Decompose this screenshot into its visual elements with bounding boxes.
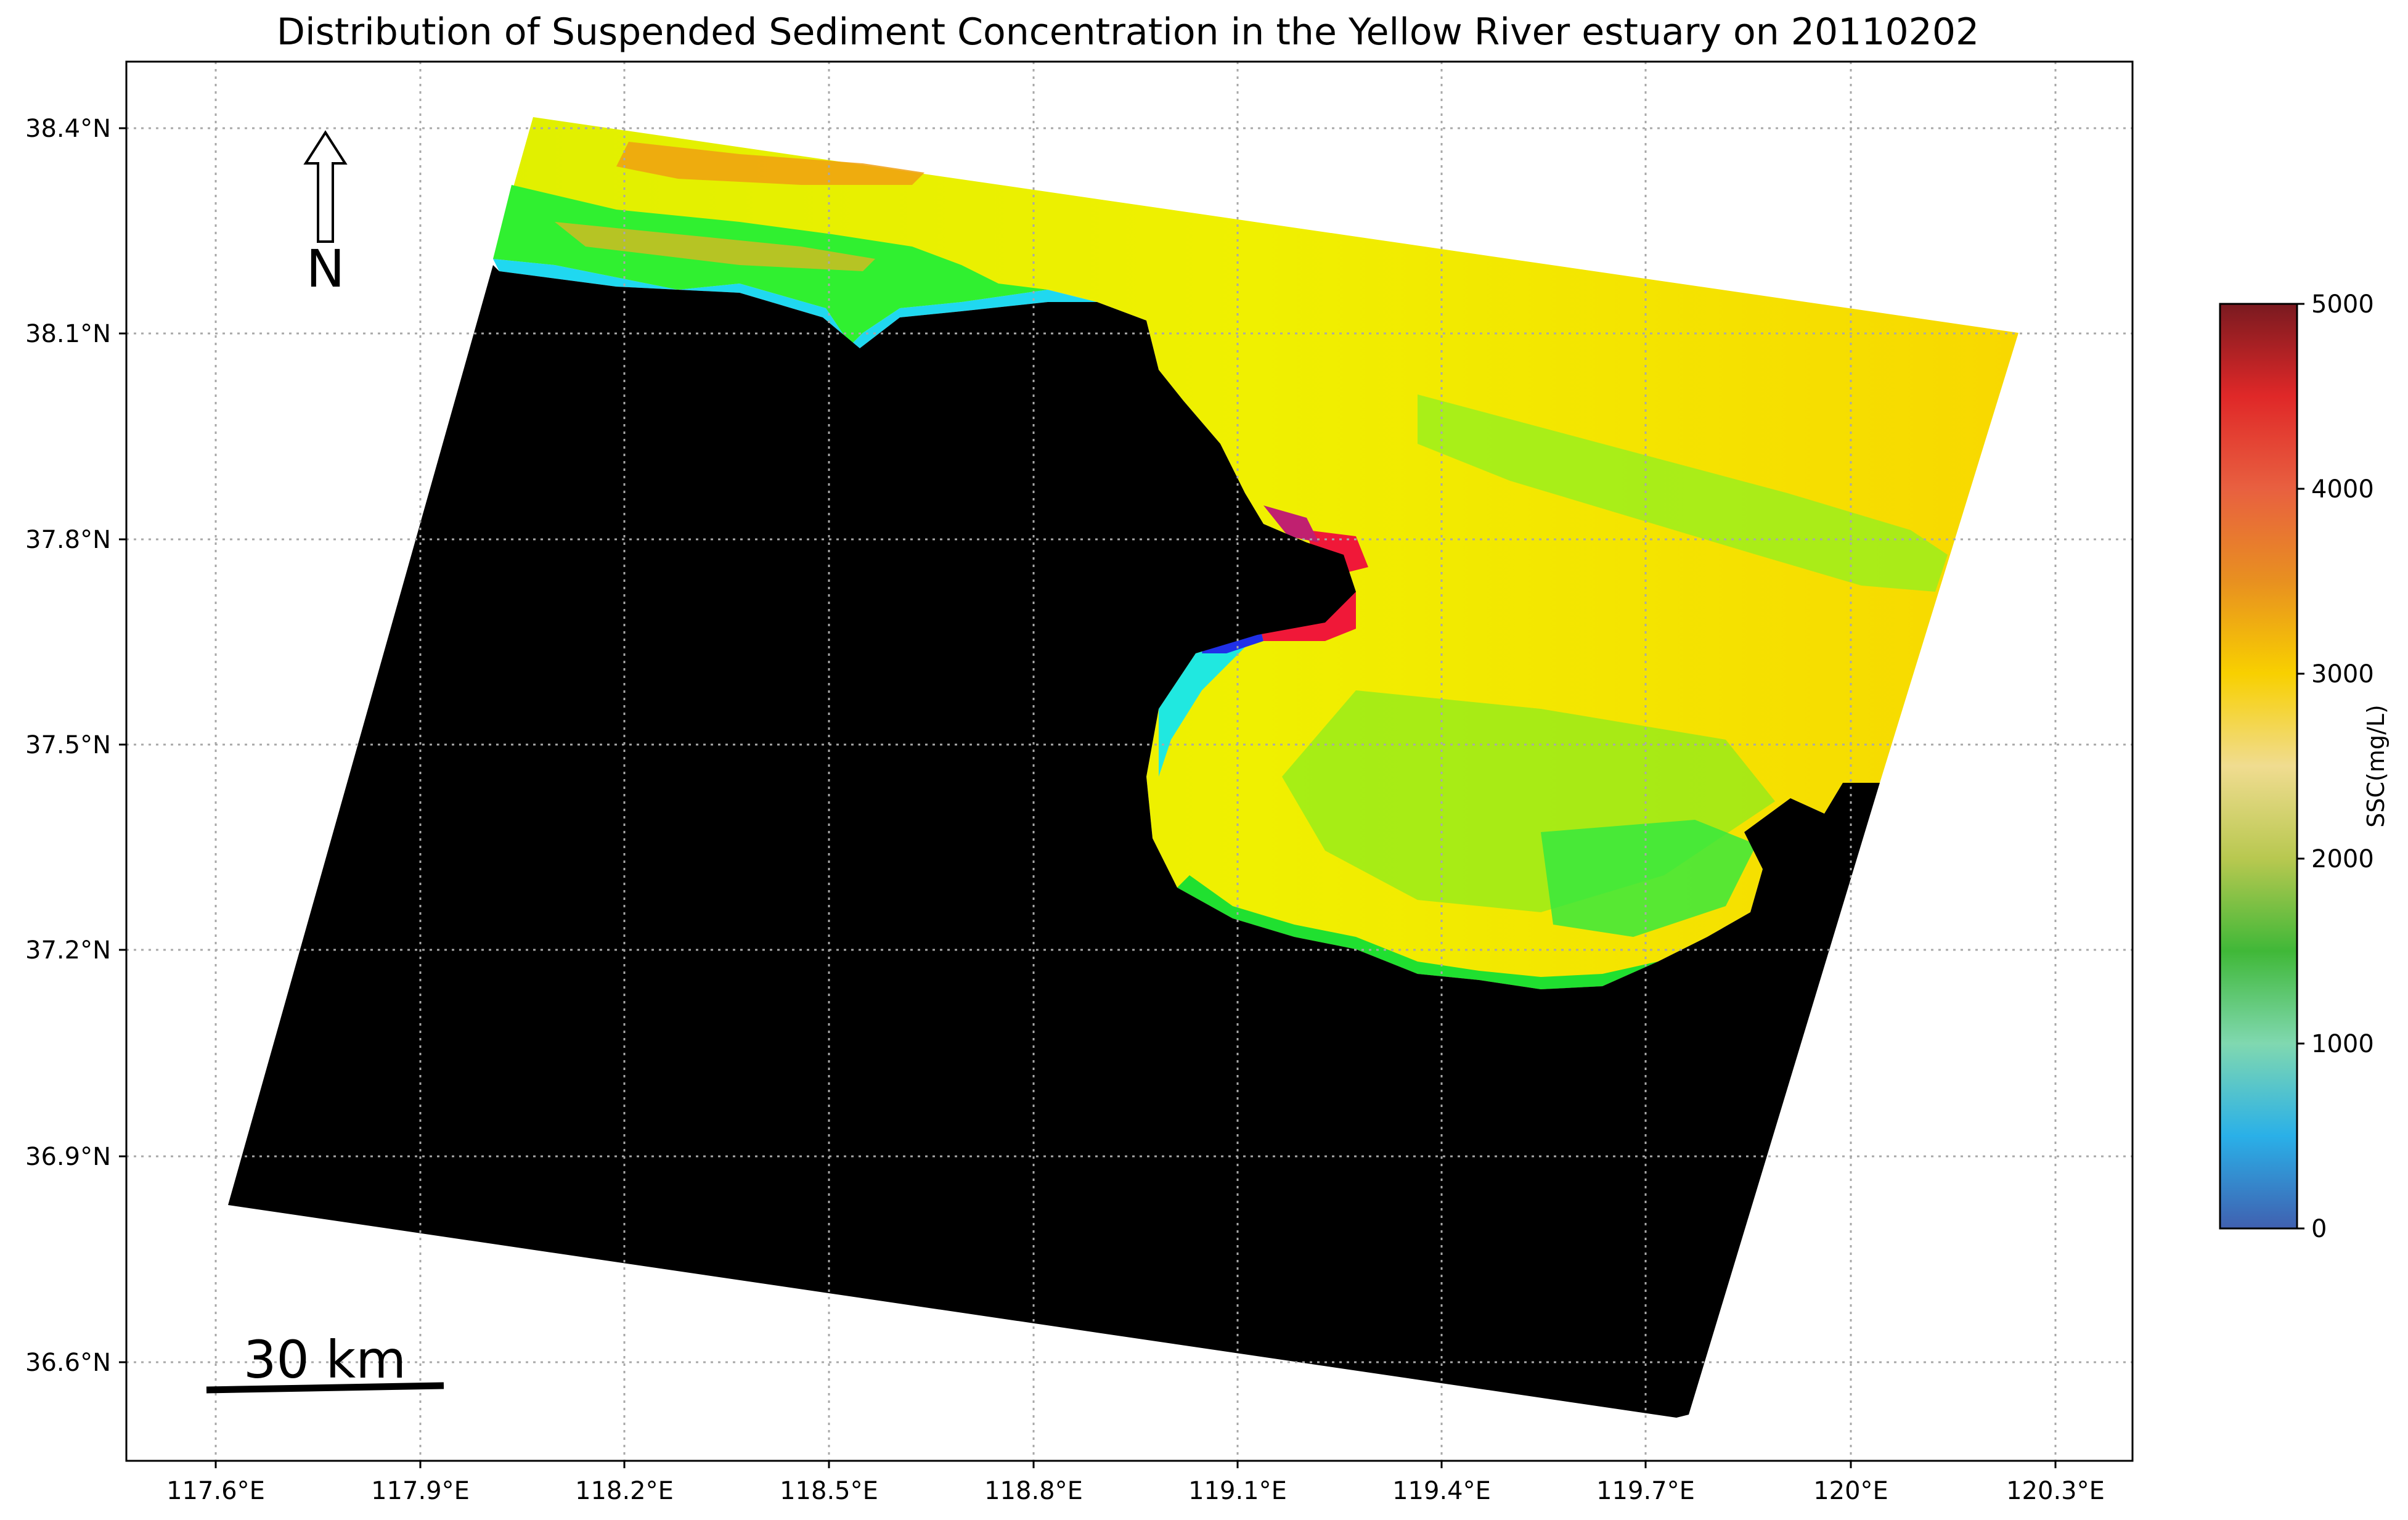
- lon-tick-label: 118.2°E: [575, 1477, 674, 1505]
- scale-bar-line: [206, 1382, 444, 1394]
- colorbar-tick-label: 1000: [2311, 1030, 2374, 1058]
- lat-tick-labels: 38.4°N 38.1°N 37.8°N 37.5°N 37.2°N 36.9°…: [25, 115, 111, 1377]
- colorbar-tick-label: 4000: [2311, 475, 2374, 504]
- scale-bar: 30 km: [206, 1330, 444, 1394]
- map-image: [228, 117, 2018, 1418]
- tick-marks: [119, 127, 2057, 1468]
- lat-tick-label: 36.6°N: [25, 1349, 111, 1377]
- north-orange-streak-2: [555, 222, 875, 271]
- map-title: Distribution of Suspended Sediment Conce…: [277, 10, 1979, 54]
- bay-west-fringe: [1159, 635, 1257, 777]
- north-coast-cyan: [493, 259, 1097, 348]
- lat-tick-label: 37.5°N: [25, 731, 111, 759]
- colorbar-tick-label: 2000: [2311, 845, 2374, 873]
- lon-tick-label: 119.1°E: [1188, 1477, 1287, 1505]
- lon-tick-label: 118.5°E: [780, 1477, 878, 1505]
- north-orange-streak: [616, 142, 924, 185]
- lon-tick-label: 119.7°E: [1596, 1477, 1695, 1505]
- north-arrow-icon: [303, 130, 348, 243]
- ne-green-band: [1418, 394, 1948, 592]
- lat-tick-label: 38.4°N: [25, 115, 111, 143]
- axes-frame: [125, 60, 2134, 1462]
- colorbar: 0 1000 2000 3000 4000 5000 SSC(mg/L): [2219, 290, 2390, 1243]
- lat-tick-label: 37.2°N: [25, 936, 111, 965]
- lon-tick-label: 117.6°E: [166, 1477, 265, 1505]
- colorbar-tick-label: 3000: [2311, 660, 2374, 688]
- lat-tick-label: 38.1°N: [25, 320, 111, 348]
- estuary-magenta: [1263, 505, 1319, 542]
- lon-tick-label: 120.3°E: [2006, 1477, 2105, 1505]
- south-green-patch: [1541, 820, 1757, 937]
- scale-bar-label: 30 km: [243, 1330, 406, 1390]
- lon-tick-labels: 117.6°E 117.9°E 118.2°E 118.5°E 118.8°E …: [166, 1477, 2105, 1505]
- laizhou-bay-fringe: [1177, 875, 1658, 989]
- lat-tick-label: 36.9°N: [25, 1143, 111, 1171]
- north-arrow-label: N: [306, 239, 345, 299]
- graticule: [126, 62, 2133, 1461]
- lon-tick-label: 118.8°E: [984, 1477, 1083, 1505]
- colorbar-tick-marks: [2297, 303, 2304, 1230]
- lon-tick-label: 117.9°E: [371, 1477, 470, 1505]
- colorbar-gradient-bar: [2219, 303, 2298, 1230]
- colorbar-tick-label: 0: [2311, 1215, 2327, 1243]
- land-mask: [228, 265, 1880, 1418]
- colorbar-tick-label: 5000: [2311, 290, 2374, 319]
- north-arrow: N: [303, 130, 348, 299]
- estuary-red-upper: [1307, 530, 1368, 573]
- lon-tick-label: 119.4°E: [1392, 1477, 1491, 1505]
- lon-tick-label: 120°E: [1813, 1477, 1888, 1505]
- lat-tick-label: 37.8°N: [25, 526, 111, 554]
- colorbar-label: SSC(mg/L): [2362, 705, 2390, 828]
